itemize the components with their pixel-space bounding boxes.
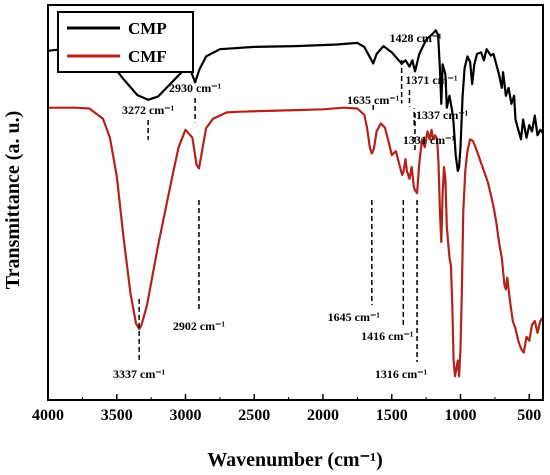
x-tick-label: 3000	[170, 407, 202, 424]
x-tick-label: 1000	[445, 407, 477, 424]
y-axis-title: Transmittance (a. u.)	[2, 111, 24, 290]
x-tick-label: 2500	[238, 407, 270, 424]
legend-box	[57, 11, 194, 73]
peak-label: 1337 cm⁻¹	[416, 108, 469, 122]
x-tick-label: 3500	[101, 407, 133, 424]
peak-label: 1331 cm⁻¹	[403, 133, 456, 147]
x-tick-label: 500	[517, 407, 541, 424]
series-line-cmp	[47, 29, 544, 172]
peak-label: 1416 cm⁻¹	[361, 329, 414, 343]
peak-label: 2902 cm⁻¹	[173, 319, 226, 333]
peak-label: 1428 cm⁻¹	[390, 31, 443, 45]
x-tick-label: 1500	[376, 407, 408, 424]
annotation-layer: 3272 cm⁻¹ 2930 cm⁻¹ 1635 cm⁻¹ 1428 cm⁻¹ 1371…	[113, 31, 469, 381]
peak-label: 1316 cm⁻¹	[375, 367, 428, 381]
legend-label-cmp: CMP	[128, 19, 167, 38]
peak-label: 3272 cm⁻¹	[122, 103, 175, 117]
peak-label: 1645 cm⁻¹	[328, 310, 381, 324]
peak-label: 3337 cm⁻¹	[113, 367, 166, 381]
x-tick-label: 2000	[307, 407, 339, 424]
x-axis-title: Wavenumber (cm⁻¹)	[207, 449, 383, 471]
peak-label: 1371 cm⁻¹	[405, 73, 458, 87]
legend-label-cmf: CMF	[128, 47, 167, 66]
series-line-cmf	[48, 106, 544, 378]
x-axis-ticks: 4000 3500 3000 2500 2000 1500 1000 500	[32, 394, 541, 424]
legend: CMP CMF	[57, 11, 194, 73]
plot-frame	[47, 4, 544, 401]
peak-label: 1635 cm⁻¹	[347, 93, 400, 107]
peak-label: 2930 cm⁻¹	[169, 81, 222, 95]
x-tick-label: 4000	[32, 407, 64, 424]
series-layer	[47, 29, 544, 378]
